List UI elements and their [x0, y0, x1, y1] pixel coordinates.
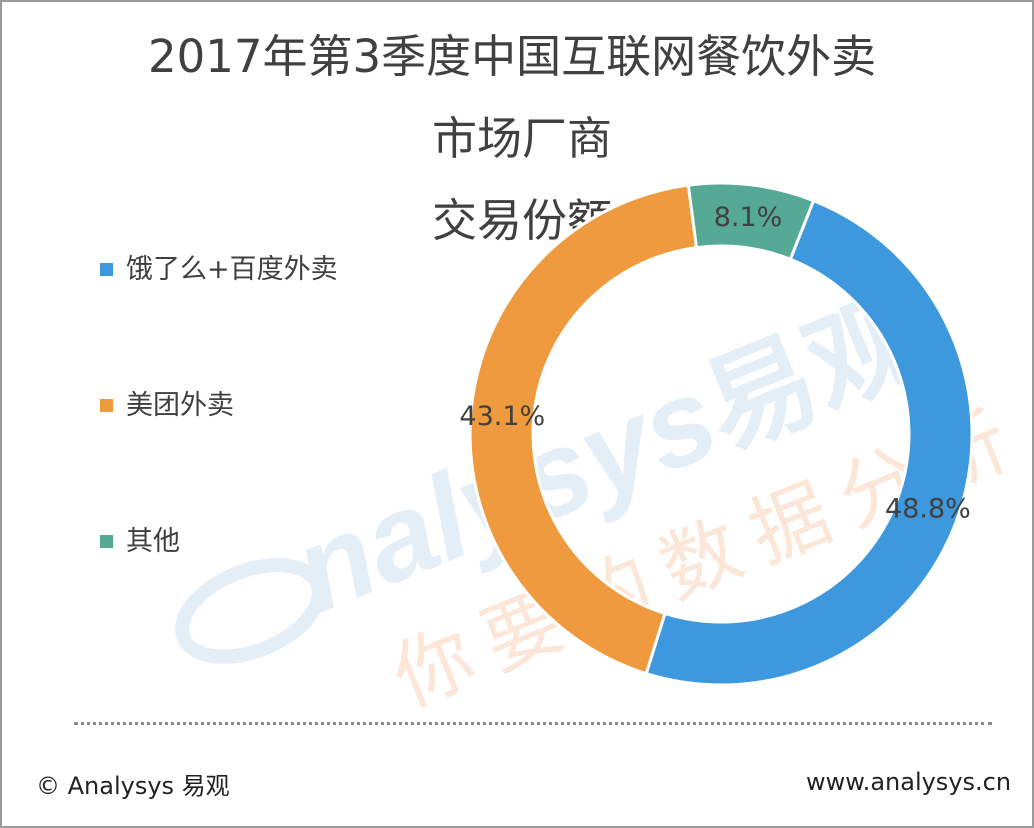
chart-title-line-1: 2017年第3季度中国互联网餐饮外卖 [148, 30, 877, 83]
data-label-other: 8.1% [714, 202, 783, 233]
legend-label: 其他 [126, 526, 180, 557]
footer-website: www.analysys.cn [806, 768, 1012, 796]
footer-copyright: © Analysys 易观 [36, 772, 230, 800]
legend-swatch [100, 399, 113, 412]
footer-divider [74, 722, 992, 725]
legend-label: 美团外卖 [126, 390, 234, 421]
data-label-meituan: 43.1% [459, 401, 545, 432]
slice-eleme-baidu [644, 198, 974, 687]
legend-swatch [100, 535, 113, 548]
slice-meituan [468, 183, 699, 676]
legend-label: 饿了么+百度外卖 [126, 254, 338, 285]
legend-swatch [100, 263, 113, 276]
data-label-eleme-baidu: 48.8% [885, 493, 971, 524]
donut-slice-labels: 8.1% 48.8% 43.1% [459, 202, 970, 524]
chart-title-line-2: 市场厂商 [432, 112, 613, 165]
donut-slices [468, 181, 974, 687]
